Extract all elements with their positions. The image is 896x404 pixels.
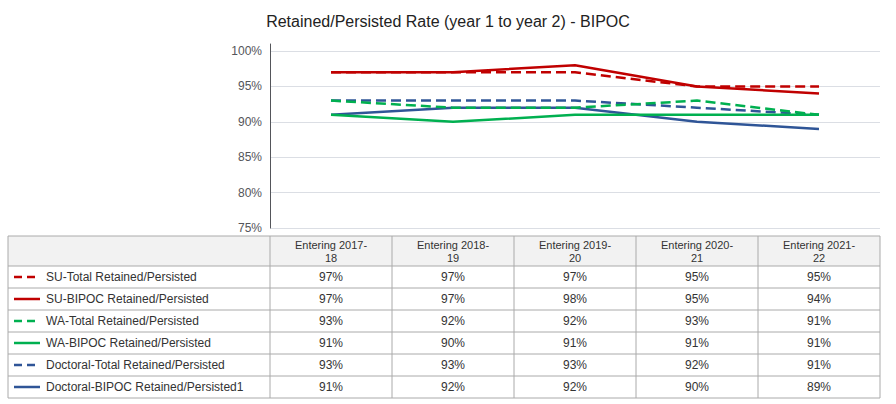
svg-text:95%: 95% — [238, 79, 262, 93]
svg-text:92%: 92% — [685, 358, 709, 372]
svg-text:91%: 91% — [807, 358, 831, 372]
svg-text:93%: 93% — [319, 358, 343, 372]
svg-text:SU-BIPOC Retained/Persisted: SU-BIPOC Retained/Persisted — [46, 292, 209, 306]
svg-text:Doctoral-BIPOC Retained/Persis: Doctoral-BIPOC Retained/Persisted1 — [46, 380, 244, 394]
svg-text:93%: 93% — [441, 358, 465, 372]
svg-text:95%: 95% — [685, 270, 709, 284]
svg-text:WA-Total Retained/Persisted: WA-Total Retained/Persisted — [46, 314, 199, 328]
svg-text:WA-BIPOC Retained/Persisted: WA-BIPOC Retained/Persisted — [46, 336, 211, 350]
svg-text:91%: 91% — [563, 336, 587, 350]
svg-text:97%: 97% — [441, 270, 465, 284]
svg-text:Entering 2017-: Entering 2017- — [295, 239, 367, 251]
svg-text:97%: 97% — [319, 270, 343, 284]
svg-text:92%: 92% — [563, 314, 587, 328]
svg-text:Entering 2018-: Entering 2018- — [417, 239, 489, 251]
svg-text:Doctoral-Total Retained/Persis: Doctoral-Total Retained/Persisted — [46, 358, 225, 372]
svg-text:97%: 97% — [441, 292, 465, 306]
svg-text:Entering 2020-: Entering 2020- — [661, 239, 733, 251]
svg-text:93%: 93% — [685, 314, 709, 328]
svg-text:Entering 2019-: Entering 2019- — [539, 239, 611, 251]
svg-text:97%: 97% — [563, 270, 587, 284]
svg-text:91%: 91% — [807, 336, 831, 350]
svg-text:97%: 97% — [319, 292, 343, 306]
svg-text:22: 22 — [813, 252, 825, 264]
svg-text:90%: 90% — [238, 115, 262, 129]
svg-text:19: 19 — [447, 252, 459, 264]
svg-text:75%: 75% — [238, 221, 262, 235]
svg-text:100%: 100% — [231, 44, 262, 58]
svg-text:95%: 95% — [807, 270, 831, 284]
svg-text:89%: 89% — [807, 380, 831, 394]
svg-text:80%: 80% — [238, 186, 262, 200]
svg-text:93%: 93% — [563, 358, 587, 372]
svg-text:91%: 91% — [319, 336, 343, 350]
svg-text:92%: 92% — [441, 314, 465, 328]
svg-text:91%: 91% — [807, 314, 831, 328]
svg-text:85%: 85% — [238, 150, 262, 164]
svg-text:94%: 94% — [807, 292, 831, 306]
svg-text:95%: 95% — [685, 292, 709, 306]
svg-text:21: 21 — [691, 252, 703, 264]
svg-text:98%: 98% — [563, 292, 587, 306]
svg-text:18: 18 — [325, 252, 337, 264]
svg-text:20: 20 — [569, 252, 581, 264]
svg-text:92%: 92% — [441, 380, 465, 394]
svg-text:91%: 91% — [685, 336, 709, 350]
svg-text:90%: 90% — [441, 336, 465, 350]
svg-text:91%: 91% — [319, 380, 343, 394]
svg-text:92%: 92% — [563, 380, 587, 394]
svg-text:SU-Total Retained/Persisted: SU-Total Retained/Persisted — [46, 270, 197, 284]
svg-text:Retained/Persisted Rate (year: Retained/Persisted Rate (year 1 to year … — [266, 13, 630, 30]
svg-text:90%: 90% — [685, 380, 709, 394]
svg-text:93%: 93% — [319, 314, 343, 328]
svg-text:Entering 2021-: Entering 2021- — [783, 239, 855, 251]
